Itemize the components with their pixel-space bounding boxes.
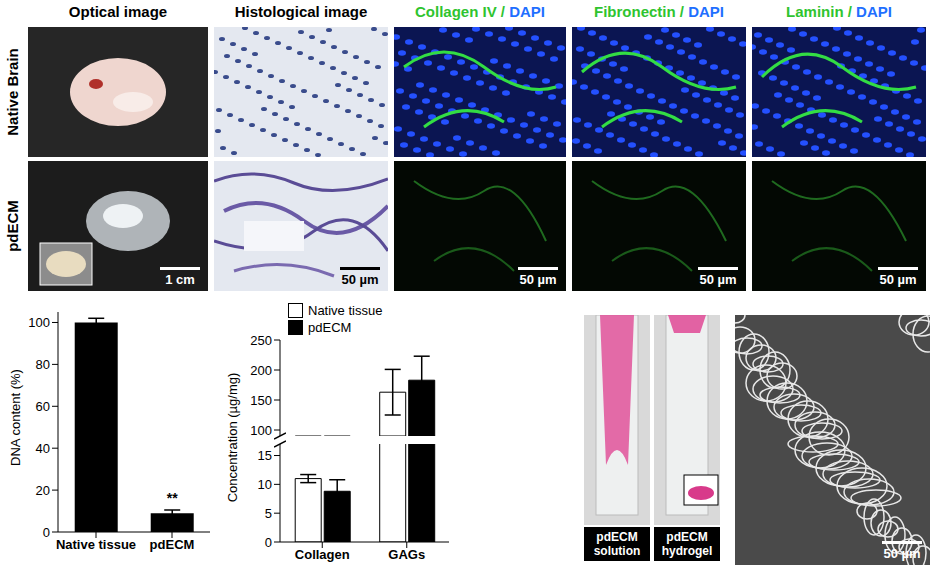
html-text:pdECM hydrogel: pdECM hydrogel	[661, 530, 713, 558]
html-text:50 µm: 50 µm	[879, 272, 917, 287]
svg-text:100: 100	[28, 315, 50, 330]
svg-text:150: 150	[250, 393, 272, 408]
svg-text:20: 20	[36, 483, 50, 498]
html-text:1 cm: 1 cm	[165, 272, 195, 287]
html-text:50 µm: 50 µm	[341, 272, 379, 287]
html-text:DNA content (%): DNA content (%)	[7, 369, 23, 466]
svg-text:Collagen: Collagen	[295, 547, 350, 562]
svg-text:**: **	[167, 490, 178, 506]
svg-text:200: 200	[250, 363, 272, 378]
html-text:Concentration (µg/mg): Concentration (µg/mg)	[224, 372, 240, 503]
svg-text:60: 60	[36, 399, 50, 414]
svg-text:pdECM: pdECM	[150, 537, 195, 552]
svg-text:100: 100	[250, 423, 272, 438]
svg-text:80: 80	[36, 357, 50, 372]
svg-text:Native tissue: Native tissue	[56, 537, 136, 552]
svg-text:GAGs: GAGs	[388, 547, 425, 562]
html-text:Native Brain: Native Brain	[4, 48, 21, 136]
svg-text:40: 40	[36, 441, 50, 456]
svg-text:5: 5	[265, 506, 272, 521]
html-text:Laminin / DAPI: Laminin / DAPI	[786, 3, 892, 20]
html-text:pdECM solution: pdECM solution	[593, 530, 641, 558]
html-text:pdECM: pdECM	[4, 200, 21, 252]
svg-text:0: 0	[265, 535, 272, 550]
html-text:50 µm: 50 µm	[519, 272, 557, 287]
html-text:50 µm: 50 µm	[699, 272, 737, 287]
html-text:pdECM: pdECM	[308, 320, 352, 335]
svg-text:10: 10	[258, 477, 272, 492]
svg-text:0: 0	[43, 525, 50, 540]
html-text:Optical image: Optical image	[68, 3, 168, 20]
html-text:Native tissue: Native tissue	[308, 303, 383, 318]
html-text:Collagen IV / DAPI: Collagen IV / DAPI	[415, 3, 545, 20]
svg-text:250: 250	[250, 333, 272, 348]
html-text:Histological image: Histological image	[234, 3, 368, 20]
html-text:Fibronectin / DAPI: Fibronectin / DAPI	[594, 3, 724, 20]
html-text:50 µm: 50 µm	[883, 546, 921, 561]
svg-text:15: 15	[258, 448, 272, 463]
